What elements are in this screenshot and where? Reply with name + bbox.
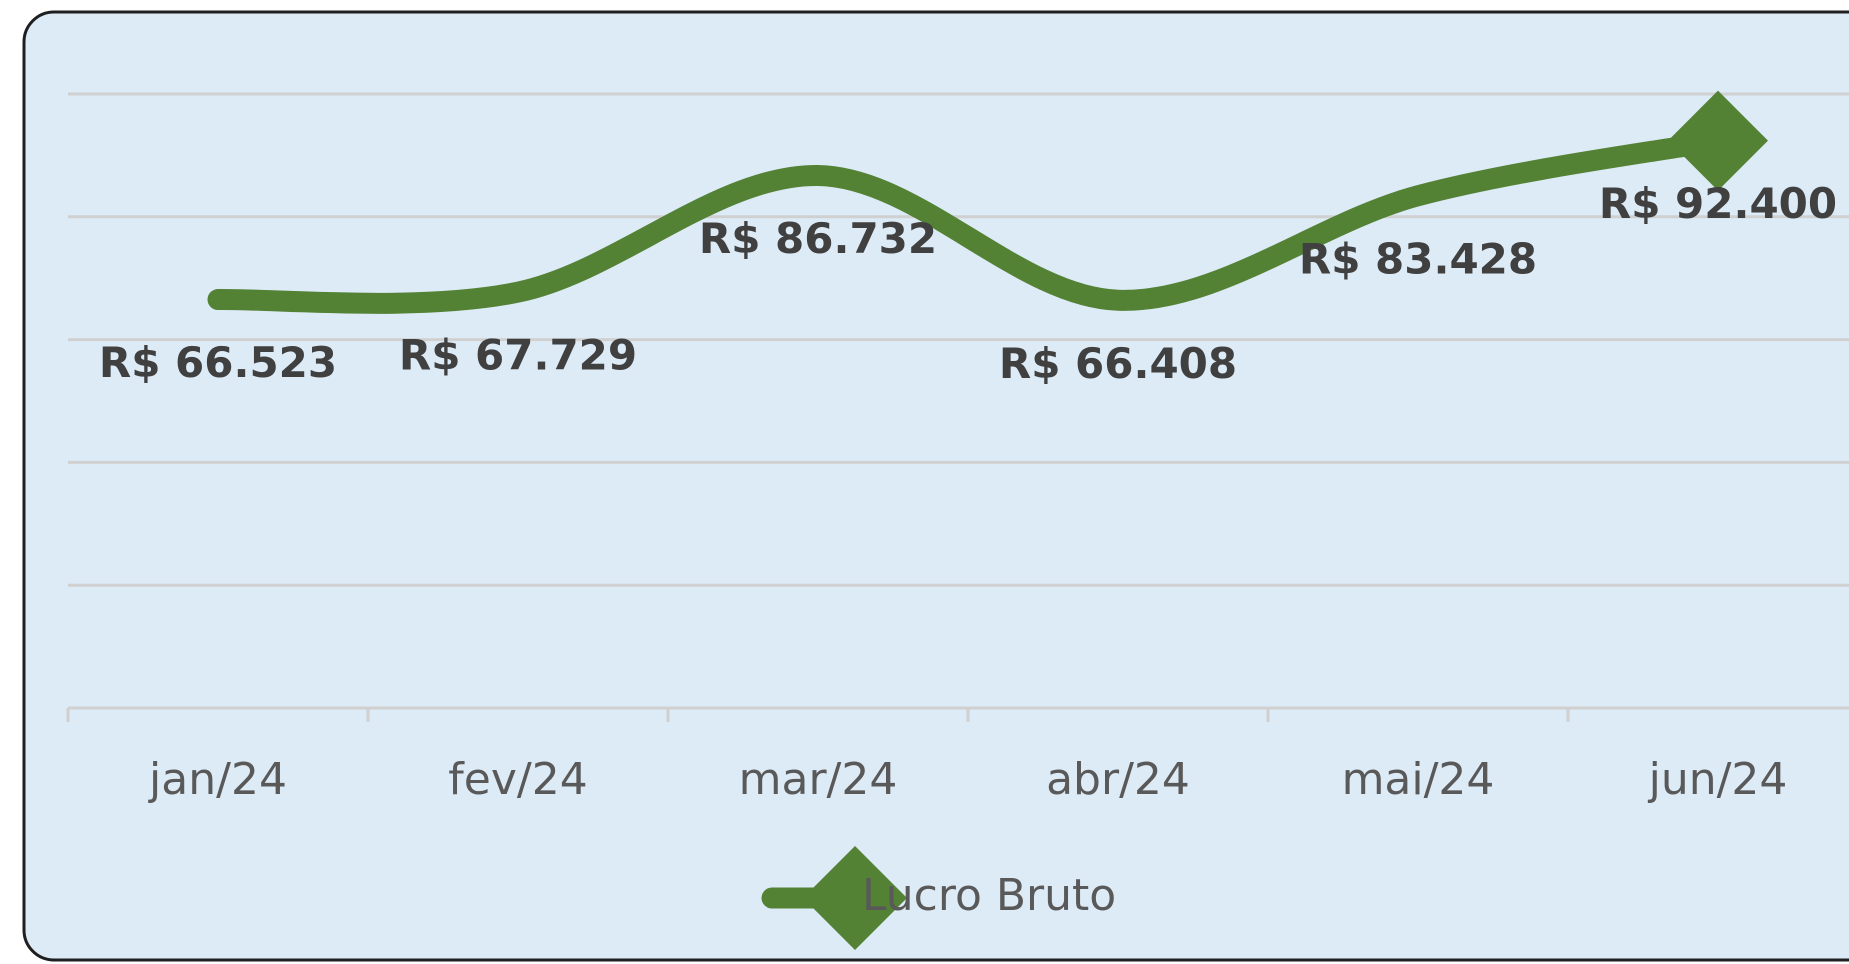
data-label: R$ 67.729 — [399, 331, 637, 380]
chart-frame — [22, 10, 1849, 962]
x-tick-label: jan/24 — [148, 754, 287, 805]
x-tick-label: fev/24 — [448, 754, 587, 805]
series-line — [207, 130, 1729, 314]
data-label: R$ 83.428 — [1299, 234, 1537, 283]
legend-marker — [803, 846, 907, 950]
x-tick-label: jun/24 — [1648, 754, 1788, 805]
data-label: R$ 66.408 — [999, 339, 1237, 388]
data-label: R$ 86.732 — [699, 214, 937, 263]
x-tick-label: abr/24 — [1046, 754, 1190, 805]
x-tick-label: mai/24 — [1342, 754, 1495, 805]
end-marker — [1668, 90, 1768, 191]
legend-label: Lucro Bruto — [862, 870, 1116, 921]
x-tick-label: mar/24 — [739, 754, 898, 805]
data-label: R$ 66.523 — [99, 338, 337, 387]
data-label: R$ 92.400 — [1599, 179, 1837, 228]
